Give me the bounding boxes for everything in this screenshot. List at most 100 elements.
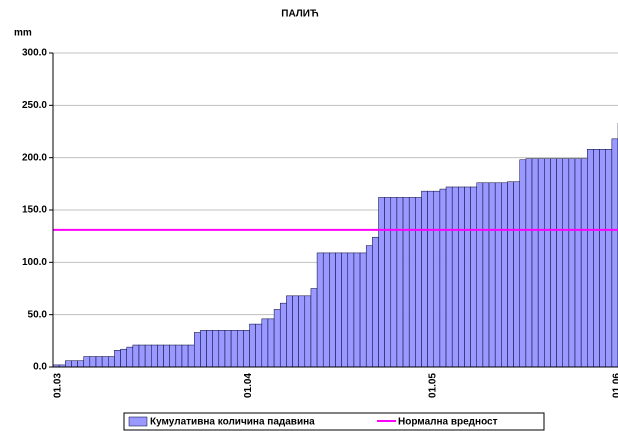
bar: [562, 158, 570, 368]
bar: [408, 197, 416, 368]
bar: [384, 197, 392, 368]
bar: [537, 158, 545, 368]
bar: [488, 182, 496, 368]
bar: [298, 295, 306, 368]
bar: [365, 245, 373, 368]
bar: [427, 190, 435, 368]
y-tick-label: 100.0: [22, 257, 47, 268]
bar: [126, 346, 134, 368]
bar: [316, 252, 324, 368]
bar: [236, 330, 244, 368]
bar: [120, 348, 127, 368]
x-tick-label: 01.06: [612, 373, 618, 398]
bar: [218, 330, 226, 368]
y-tick-label: 200.0: [22, 152, 47, 163]
bar: [206, 330, 213, 368]
bar: [501, 182, 508, 368]
y-tick-label: 250.0: [22, 100, 47, 111]
bar: [138, 344, 146, 368]
bar: [347, 252, 355, 368]
bar: [421, 190, 428, 368]
bar: [77, 360, 84, 368]
bar: [255, 323, 263, 368]
bar: [194, 332, 201, 368]
bar: [224, 330, 232, 368]
bar: [310, 288, 318, 368]
y-tick-label: 0.0: [33, 362, 47, 373]
bar: [378, 197, 385, 368]
bar: [593, 149, 600, 368]
bar: [494, 182, 502, 368]
legend-label: Кумулативна количина падавина: [150, 417, 315, 428]
bar: [433, 190, 441, 368]
y-axis-label: mm: [14, 28, 32, 39]
bar: [114, 350, 121, 368]
bar: [439, 188, 447, 368]
bar: [144, 344, 152, 368]
bar: [341, 252, 349, 368]
bar: [482, 182, 490, 368]
bar: [249, 323, 256, 368]
bar: [329, 252, 336, 368]
bar: [322, 252, 330, 368]
bar: [230, 330, 238, 368]
bar: [599, 149, 606, 368]
bar: [507, 181, 514, 368]
y-tick-label: 150.0: [22, 205, 47, 216]
bar: [587, 149, 594, 368]
bar: [519, 159, 527, 368]
y-tick-label: 300.0: [22, 48, 47, 59]
bar: [132, 344, 140, 368]
bar: [304, 295, 312, 368]
bar: [175, 344, 183, 368]
bar: [292, 295, 299, 368]
legend-box: [123, 412, 545, 431]
bar: [89, 356, 97, 368]
bar: [359, 252, 367, 368]
bar: [580, 158, 588, 368]
bar: [451, 186, 459, 368]
bar: [261, 318, 269, 368]
bar: [279, 302, 287, 368]
legend-label: Нормална вредност: [398, 417, 498, 428]
bar: [83, 356, 91, 368]
bar: [464, 186, 471, 368]
bar: [181, 344, 189, 368]
bar: [531, 158, 539, 368]
bar: [71, 360, 78, 368]
bar: [187, 344, 195, 368]
bar: [611, 138, 618, 368]
bar: [458, 186, 465, 368]
legend-swatch: [128, 416, 148, 427]
bar: [200, 330, 207, 368]
x-tick-label: 01.05: [427, 373, 438, 398]
bar: [513, 181, 520, 368]
bar: [95, 356, 103, 368]
bar: [556, 158, 563, 368]
bar: [108, 356, 115, 368]
bar: [390, 197, 398, 368]
bar: [605, 149, 613, 368]
bar: [476, 182, 484, 368]
bar: [157, 344, 164, 368]
bar: [445, 186, 453, 368]
bar: [335, 252, 342, 368]
bar: [568, 158, 576, 368]
bar: [243, 330, 250, 368]
bar: [101, 356, 109, 368]
bar: [402, 197, 410, 368]
bar: [574, 158, 582, 368]
bar: [151, 344, 158, 368]
chart-title: ПАЛИЋ: [281, 9, 319, 20]
bar: [163, 344, 170, 368]
bar: [396, 197, 404, 368]
bar: [544, 158, 551, 368]
bar: [212, 330, 220, 368]
bar: [525, 158, 533, 368]
bar: [286, 295, 293, 368]
bar: [372, 236, 379, 368]
bar: [169, 344, 177, 368]
bar: [470, 186, 478, 368]
bar: [273, 309, 281, 368]
